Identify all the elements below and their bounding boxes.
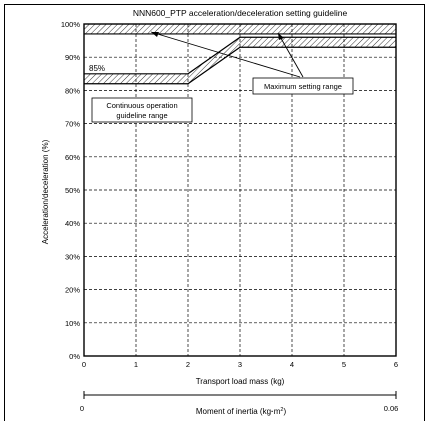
secondary-axis-max: 0.06 bbox=[384, 404, 399, 413]
maximum-range-label: Maximum setting range bbox=[264, 82, 342, 91]
y-tick-label: 10% bbox=[65, 319, 80, 328]
pointer-arrow-left bbox=[150, 31, 301, 78]
x-tick-label: 3 bbox=[238, 360, 242, 369]
pointer-arrowhead-left bbox=[151, 32, 159, 37]
secondary-axis-label-close: ) bbox=[283, 407, 286, 416]
x-tick-label: 5 bbox=[342, 360, 346, 369]
annotations: 85% Maximum setting range Continuous ope… bbox=[89, 31, 354, 123]
hatched-band-maximum bbox=[84, 24, 396, 34]
continuous-range-label-box bbox=[91, 97, 193, 123]
secondary-axis-label-unit: m bbox=[274, 407, 281, 416]
x-tick-label: 2 bbox=[186, 360, 190, 369]
y-tick-label: 50% bbox=[65, 186, 80, 195]
secondary-axis-label-sup: 2 bbox=[280, 407, 283, 413]
secondary-axis-label-main: Moment of inertia (kg bbox=[196, 407, 271, 416]
continuous-guideline-line bbox=[84, 36, 396, 75]
y-axis-label: Acceleration/deceleration (%) bbox=[41, 139, 50, 244]
tick-labels: 0% 10% 20% 30% 40% 50% 60% 70% 80% 90% 100% 0 1 2 3 4 5 6 bbox=[61, 20, 398, 369]
chart-frame bbox=[4, 4, 425, 421]
pointer-arrowhead-right bbox=[278, 33, 284, 40]
hatched-band-continuous bbox=[84, 37, 396, 84]
y-tick-label: 80% bbox=[65, 86, 80, 95]
secondary-axis: 0 0.06 Moment of inertia (kg·m2) bbox=[80, 391, 398, 416]
y-tick-label: 40% bbox=[65, 219, 80, 228]
secondary-axis-label: Moment of inertia (kg·m2) bbox=[196, 407, 287, 416]
pointer-arrow-right bbox=[277, 32, 304, 78]
continuous-guideline-lower-edge bbox=[84, 46, 396, 85]
x-tick-label: 6 bbox=[394, 360, 398, 369]
secondary-axis-min: 0 bbox=[80, 404, 84, 413]
y-tick-label: 70% bbox=[65, 120, 80, 129]
secondary-axis-label-dot: · bbox=[271, 407, 274, 416]
x-tick-label: 1 bbox=[134, 360, 138, 369]
y-tick-label: 0% bbox=[69, 352, 80, 361]
continuous-range-label-line1: Continuous operation bbox=[106, 101, 177, 110]
x-tick-label: 4 bbox=[290, 360, 294, 369]
hatched-regions bbox=[84, 24, 396, 85]
y-tick-label: 90% bbox=[65, 53, 80, 62]
label-85-percent: 85% bbox=[89, 64, 105, 73]
plot-border bbox=[83, 23, 397, 357]
y-tick-label: 100% bbox=[61, 20, 81, 29]
y-tick-label: 20% bbox=[65, 286, 80, 295]
x-axis-label: Transport load mass (kg) bbox=[196, 377, 285, 386]
y-tick-label: 60% bbox=[65, 153, 80, 162]
x-tick-label: 0 bbox=[82, 360, 86, 369]
y-tick-label: 30% bbox=[65, 252, 80, 261]
maximum-range-label-box bbox=[252, 77, 354, 95]
continuous-range-label-line2: guideline range bbox=[116, 111, 167, 120]
chart-title: NNN600_PTP acceleration/deceleration set… bbox=[133, 8, 348, 18]
